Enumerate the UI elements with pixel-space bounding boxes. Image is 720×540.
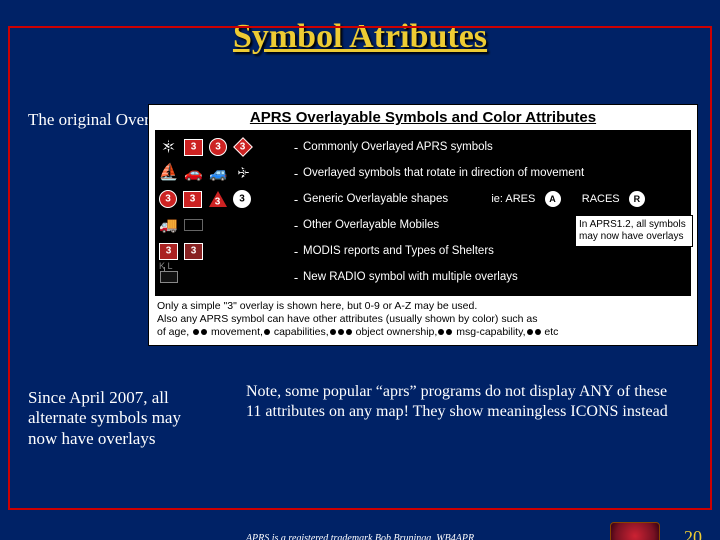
attribute-label: movement, <box>208 326 263 338</box>
diagram-panel: APRS Overlayable Symbols and Color Attri… <box>148 104 698 346</box>
symbol-row: ⛵3 🚗 🚙 ✈3 - Overlayed symbols that rotat… <box>159 160 687 186</box>
footer-line-1: Only a simple "3" overlay is shown here,… <box>157 300 689 313</box>
white-circle-icon: 3 <box>233 190 251 208</box>
ares-icon: A <box>545 191 561 207</box>
attribute-dots-list: movement, capabilities, object ownership… <box>192 326 558 338</box>
panel-heading: APRS Overlayable Symbols and Color Attri… <box>155 109 691 126</box>
footer-line-2: Also any APRS symbol can have other attr… <box>157 313 689 339</box>
symbol-row: 3 3 3 3 - Generic Overlayable shapes ie:… <box>159 186 687 212</box>
row-desc: New RADIO symbol with multiple overlays <box>303 271 687 283</box>
attribute-dot <box>338 329 344 335</box>
attribute-label: capabilities, <box>271 326 329 338</box>
square-icon: 3 <box>183 191 202 208</box>
diamond-icon: 3 <box>233 139 252 156</box>
races-icon: R <box>629 191 645 207</box>
radio-icon <box>159 269 178 286</box>
attribute-label: msg-capability, <box>453 326 525 338</box>
shelter-icon: 3 <box>184 243 203 260</box>
attribute-label: etc <box>542 326 559 338</box>
symbol-row: K L - New RADIO symbol with multiple ove… <box>159 264 687 290</box>
truck-icon: 🚚 <box>159 217 178 234</box>
boat-icon: ⛵3 <box>159 165 178 182</box>
attribute-dot <box>193 329 199 335</box>
car-icon: 🚙 <box>209 165 228 182</box>
attribute-dot <box>346 329 352 335</box>
modis-icon: 3 <box>159 243 178 260</box>
plane-icon: ✈3 <box>234 165 253 182</box>
dash: - <box>289 166 303 181</box>
dash: - <box>289 244 303 259</box>
square-icon: 3 <box>184 139 203 156</box>
dash: - <box>289 270 303 285</box>
triangle-icon: 3 <box>208 191 227 208</box>
symbol-row: ✶3 3 3 3 - Commonly Overlayed APRS symbo… <box>159 134 687 160</box>
row-desc: Commonly Overlayed APRS symbols <box>303 141 687 153</box>
star-icon: ✶3 <box>159 139 178 156</box>
logo-badge <box>610 522 660 540</box>
dash: - <box>289 192 303 207</box>
attribute-dot <box>527 329 533 335</box>
attribute-dot <box>201 329 207 335</box>
overlay-note-box: In APRS1.2, all symbols may now have ove… <box>575 215 693 247</box>
note-right-text: Note, some popular “aprs” programs do no… <box>246 382 686 422</box>
footer-line-2b: of age, <box>157 326 189 338</box>
attribute-dot <box>535 329 541 335</box>
slide-number: 20 <box>684 527 702 540</box>
circle-icon: 3 <box>159 190 177 208</box>
ie-label: ie: ARES <box>491 193 535 205</box>
footer-line-2a: Also any APRS symbol can have other attr… <box>157 313 538 325</box>
attribute-dot <box>446 329 452 335</box>
row-desc-text: Generic Overlayable shapes <box>303 193 448 205</box>
attribute-label: object ownership, <box>353 326 438 338</box>
circle-icon: 3 <box>209 138 227 156</box>
panel-black-area: ✶3 3 3 3 - Commonly Overlayed APRS symbo… <box>155 130 691 296</box>
left-caption-since-2007: Since April 2007, all alternate symbols … <box>28 388 208 449</box>
dash: - <box>289 218 303 233</box>
attribute-dot <box>264 329 270 335</box>
panel-footer: Only a simple "3" overlay is shown here,… <box>155 296 691 339</box>
row-desc: Overlayed symbols that rotate in directi… <box>303 167 687 179</box>
row-desc: Generic Overlayable shapes ie: ARES A RA… <box>303 191 687 207</box>
attribute-dot <box>438 329 444 335</box>
attribute-dot <box>330 329 336 335</box>
van-icon <box>184 217 203 234</box>
races-label: RACES <box>582 193 620 205</box>
car-icon: 🚗 <box>184 165 203 182</box>
dash: - <box>289 140 303 155</box>
